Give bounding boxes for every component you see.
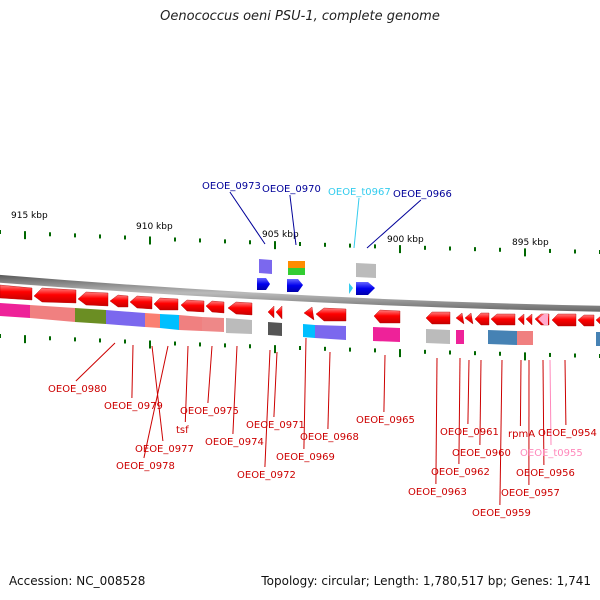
- gene-label[interactable]: OEOE_0977: [135, 444, 194, 455]
- leader-line: [207, 345, 213, 404]
- leader-line: [229, 191, 266, 245]
- scale-label: 895 kbp: [512, 238, 549, 248]
- gene-arrow: [551, 313, 577, 327]
- gene-label[interactable]: tsf: [176, 425, 189, 436]
- genome-backbone: [0, 274, 600, 312]
- reverse-strand-genes: [0, 284, 600, 327]
- scale-label: 900 kbp: [387, 235, 424, 245]
- gene-label[interactable]: OEOE_t0955: [520, 448, 583, 459]
- leader-line: [75, 342, 116, 382]
- gene-arrow: [464, 312, 474, 325]
- gene-label[interactable]: OEOE_0972: [237, 470, 296, 481]
- gene-arrow: [227, 301, 253, 316]
- reverse-cog-band: [0, 303, 600, 346]
- gene-arrow: [77, 291, 109, 307]
- scale-ticks: [0, 230, 600, 361]
- leader-line: [353, 197, 360, 249]
- gene-arrow: [287, 279, 303, 292]
- gene-arrow: [425, 311, 451, 325]
- gene-label[interactable]: OEOE_0954: [538, 428, 597, 439]
- gene-arrow: [517, 313, 525, 326]
- gene-arrow: [153, 297, 179, 311]
- gene-arrow: [109, 294, 129, 308]
- gene-label[interactable]: OEOE_0970: [262, 184, 321, 195]
- scale-labels: 915 kbp 910 kbp 905 kbp 900 kbp 895 kbp: [11, 211, 549, 248]
- gene-arrow: [315, 307, 347, 322]
- forward-strand-genes: [257, 278, 375, 295]
- gene-arrow: [129, 295, 153, 310]
- leader-line: [327, 351, 331, 430]
- leader-line: [564, 359, 567, 426]
- gene-label[interactable]: OEOE_0968: [300, 432, 359, 443]
- gene-arrow: [205, 300, 225, 314]
- leader-line: [143, 345, 169, 459]
- gene-label[interactable]: rpmA: [508, 429, 535, 440]
- gene-label[interactable]: OEOE_t0967: [328, 187, 391, 198]
- leader-line: [542, 359, 545, 466]
- gene-labels: OEOE_0980 OEOE_0979 OEOE_0977 OEOE_0978 tsf O…: [48, 181, 597, 519]
- gene-label[interactable]: OEOE_0979: [104, 401, 163, 412]
- forward-cog-band: [259, 259, 376, 278]
- leader-line: [232, 345, 238, 435]
- gene-label[interactable]: OEOE_0966: [393, 189, 452, 200]
- leader-line: [549, 359, 552, 446]
- leader-line: [303, 337, 307, 450]
- gene-label[interactable]: OEOE_0975: [180, 406, 239, 417]
- gene-arrow: [577, 314, 595, 327]
- leader-line: [383, 354, 386, 413]
- gene-arrow: [33, 287, 77, 304]
- leader-line: [499, 359, 503, 506]
- gene-arrow: [257, 278, 270, 290]
- gene-arrow: [275, 305, 283, 320]
- trna-arrow: [538, 314, 548, 325]
- leader-line: [366, 199, 422, 249]
- gene-arrow: [525, 313, 533, 326]
- gene-label[interactable]: OEOE_0961: [440, 427, 499, 438]
- gene-arrow: [373, 309, 401, 324]
- leader-line: [467, 359, 470, 425]
- gene-arrow: [455, 312, 465, 325]
- gene-arrow: [595, 316, 600, 325]
- genome-summary: Topology: circular; Length: 1,780,517 bp…: [261, 574, 591, 588]
- leader-line: [184, 345, 189, 423]
- trna-arrow: [349, 283, 353, 294]
- gene-arrow: [180, 299, 205, 313]
- gene-arrow: [490, 313, 516, 326]
- gene-label[interactable]: OEOE_0963: [408, 487, 467, 498]
- leader-line: [264, 349, 271, 468]
- scale-label: 905 kbp: [262, 230, 299, 240]
- gene-label[interactable]: OEOE_0962: [431, 467, 490, 478]
- page-title: Oenococcus oeni PSU-1, complete genome: [160, 9, 440, 24]
- gene-label[interactable]: OEOE_0969: [276, 452, 335, 463]
- gene-label[interactable]: OEOE_0971: [246, 420, 305, 431]
- leader-line: [479, 359, 482, 446]
- gene-label[interactable]: OEOE_0965: [356, 415, 415, 426]
- gene-label[interactable]: OEOE_0956: [516, 468, 575, 479]
- gene-label[interactable]: OEOE_0980: [48, 384, 107, 395]
- gene-arrow: [474, 312, 490, 326]
- gene-arrow: [356, 282, 375, 295]
- gene-label[interactable]: OEOE_0959: [472, 508, 531, 519]
- gene-label[interactable]: OEOE_0978: [116, 461, 175, 472]
- leader-line: [273, 351, 278, 418]
- leader-line: [435, 357, 438, 485]
- gene-label[interactable]: OEOE_0957: [501, 488, 560, 499]
- gene-arrow: [303, 306, 315, 321]
- scale-label: 910 kbp: [136, 222, 173, 232]
- gene-label[interactable]: OEOE_0974: [205, 437, 264, 448]
- scale-label: 915 kbp: [11, 211, 48, 221]
- accession-text: Accession: NC_008528: [9, 574, 146, 588]
- label-leaders: [75, 191, 567, 506]
- gene-arrow: [0, 284, 33, 301]
- leader-line: [458, 357, 461, 465]
- gene-arrow: [267, 305, 275, 319]
- gene-label[interactable]: OEOE_0973: [202, 181, 261, 192]
- leader-line: [131, 344, 134, 399]
- gene-label[interactable]: OEOE_0960: [452, 448, 511, 459]
- leader-line: [519, 359, 522, 427]
- leader-line: [289, 194, 297, 246]
